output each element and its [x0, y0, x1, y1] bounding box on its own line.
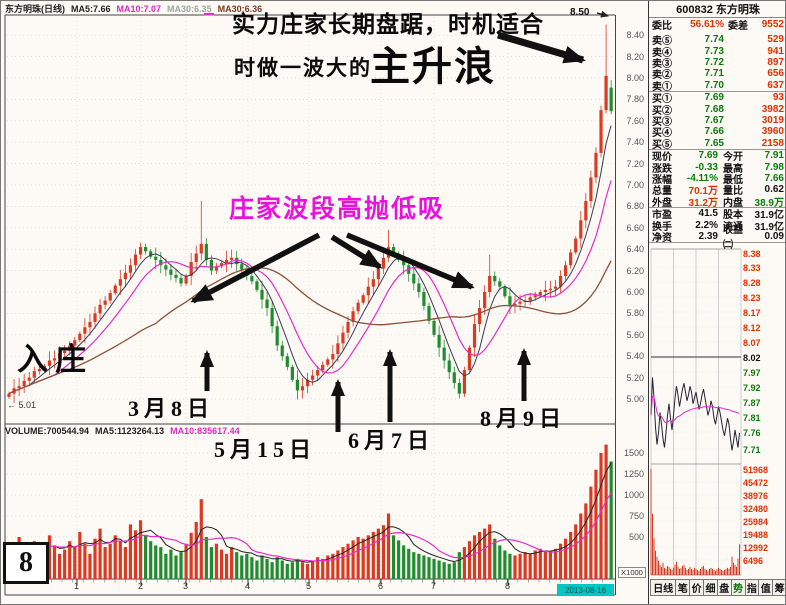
header-segment: MA5:7.66 [71, 4, 111, 14]
price-tick-label: 7.80 [626, 94, 644, 105]
volume-tick-label: 500 [628, 532, 644, 542]
tab-日线[interactable]: 日线 [650, 579, 677, 596]
price-tick-label: 5.80 [626, 308, 644, 319]
bid-row: 买③ 7.67 3019 [652, 114, 784, 128]
bid-row: 买④ 7.66 3960 [652, 126, 784, 140]
tab-势[interactable]: 势 [731, 579, 746, 596]
stat-row: 现价 7.69 今开 7.91 [652, 150, 784, 164]
price-tick-label: 8.00 [626, 73, 644, 83]
ask-row: 卖① 7.70 637 [652, 79, 784, 93]
price-tick-label: 7.60 [626, 115, 644, 126]
annotation-title-line1: 实力庄家长期盘踞，时机适合 [232, 12, 544, 37]
stat-row: 总量 70.1万 量比 0.62 [652, 184, 784, 198]
bottom-tab-bar: 日线笔价细盘势指值筹 [650, 579, 785, 596]
month-label: 5 [306, 581, 312, 591]
header-segment: MA30:6.36 [217, 4, 263, 14]
tab-值[interactable]: 值 [759, 579, 774, 596]
bid-row: 买⑤ 7.65 2158 [652, 137, 784, 151]
volume-tick-label: 1250 [623, 469, 644, 479]
stat-row: 涨跌 -0.33 最高 7.98 [652, 161, 784, 175]
price-tick-label: 7.00 [626, 180, 644, 190]
annotation-date-may15: 5月15日 [214, 437, 317, 462]
ask-row: 卖⑤ 7.74 529 [652, 34, 784, 48]
header-segment: VOLUME:700544.94 [5, 426, 90, 436]
ask-row: 卖④ 7.73 941 [652, 45, 784, 59]
stock-code-title: 600832 东方明珠 [649, 1, 785, 18]
month-label: 1 [74, 581, 80, 591]
price-tick-label: 5.20 [626, 372, 644, 383]
annotation-date-aug9: 8月9日 [480, 406, 567, 431]
header-segment: MA30:6.35 [167, 4, 212, 14]
month-label: 8 [505, 581, 511, 591]
volume-tick-label: 1500 [623, 448, 644, 458]
stat-row: 市盈 41.5 股本 31.9亿 [652, 208, 784, 222]
month-label: 7 [431, 581, 437, 591]
volume-unit-label: X1000 [618, 567, 646, 578]
ask-row: 卖③ 7.72 897 [652, 56, 784, 70]
bid-row: 买① 7.69 93 [652, 92, 784, 106]
kline-chart-svg [4, 10, 616, 596]
annotation-title-line2-big: 主升浪 [370, 44, 496, 89]
month-label: 6 [378, 581, 384, 591]
quote-panel: 600832 东方明珠 委比 56.61% 委差 9552 卖⑤ 7.74 529 卖④ 7.… [648, 1, 785, 604]
price-tick-label: 7.20 [626, 158, 644, 169]
stat-row: 换手 2.2% 流通 31.9亿 [652, 219, 784, 233]
ask-row: 卖② 7.71 656 [652, 68, 784, 82]
tab-指[interactable]: 指 [745, 579, 760, 596]
price-tick-label: 7.40 [626, 137, 644, 148]
tab-价[interactable]: 价 [690, 579, 705, 596]
bid-rows: 买① 7.69 93 买② 7.68 3982 买③ 7.67 3019 买④ 7.66 3960 买⑤… [649, 92, 785, 151]
header-segment: MA10:835617.44 [170, 426, 240, 436]
volume-header: VOLUME:700544.94 MA5:1123264.13 MA10:83561… [5, 426, 246, 436]
price-axis-column: 8.40 8.20 8.00 7.80 7.60 7.40 7.20 7.00 6.80 6.60… [617, 1, 647, 604]
stat-row: 外盘 31.2万 内盘 38.9万 [652, 197, 784, 209]
price-tick-label: 6.00 [626, 287, 644, 297]
header-segment: MA5:1123264.13 [95, 426, 165, 436]
weibi-values: 委比 56.61% 委差 9552 [652, 19, 784, 33]
price-tick-label: 8.40 [626, 30, 644, 41]
header-segment: MA10:7.07 [116, 4, 162, 14]
price-tick-label: 6.40 [626, 244, 644, 255]
annotation-wave-text: 庄家波段高抛低吸 [229, 196, 446, 223]
tab-筹[interactable]: 筹 [773, 579, 785, 596]
month-label: 3 [183, 581, 189, 591]
bid-row: 买② 7.68 3982 [652, 103, 784, 117]
weibi-row: 委比 56.61% 委差 9552 [649, 19, 785, 33]
tab-细[interactable]: 细 [704, 579, 718, 596]
page-number-box: 8 [3, 542, 49, 584]
price-tick-label: 6.80 [626, 201, 644, 212]
minute-chart-svg [650, 248, 742, 576]
header-segment: 东方明珠(日线) [5, 4, 65, 14]
low-price-marker: ← 5.01 [7, 400, 37, 410]
cursor-date-box: 2013-08-16 [557, 584, 614, 596]
quote-stats-block1: 现价 7.69 今开 7.91 涨跌 -0.33 最高 7.98 涨幅 -4.11% 最低 7.66 总… [649, 150, 785, 209]
stat-row: 净资 2.39 收益㈡ 0.09 [652, 225, 784, 252]
annotation-date-mar8: 3月8日 [128, 396, 215, 421]
price-tick-label: 6.20 [626, 265, 644, 276]
price-tick-label: 5.00 [626, 394, 644, 404]
annotation-date-jun7: 6月7日 [348, 428, 435, 453]
tab-盘[interactable]: 盘 [717, 579, 732, 596]
kline-header: 东方明珠(日线) MA5:7.66 MA10:7.07 MA30:6.35 MA30:6… [5, 2, 268, 15]
volume-tick-label: 1000 [623, 490, 644, 500]
volume-tick-label: 750 [628, 511, 644, 521]
quote-stats-block2: 市盈 41.5 股本 31.9亿 换手 2.2% 流通 31.9亿 净资 2.39 收益㈡ 0.09 [649, 208, 785, 252]
tab-笔[interactable]: 笔 [676, 579, 691, 596]
month-label: 2 [138, 581, 144, 591]
price-tick-label: 6.60 [626, 222, 644, 233]
annotation-entry-text: 入庄 [17, 342, 93, 377]
price-tick-label: 5.40 [626, 351, 644, 362]
month-label: 4 [245, 581, 251, 591]
high-price-marker: 8.50 [570, 7, 590, 18]
price-tick-label: 5.60 [626, 329, 644, 340]
annotation-title-line2-small: 时做一波大的 [234, 56, 372, 80]
price-tick-label: 8.20 [626, 51, 644, 62]
ask-rows: 卖⑤ 7.74 529 卖④ 7.73 941 卖③ 7.72 897 卖② 7.71 656 卖① 7.… [649, 34, 785, 93]
stat-row: 涨幅 -4.11% 最低 7.66 [652, 172, 784, 186]
